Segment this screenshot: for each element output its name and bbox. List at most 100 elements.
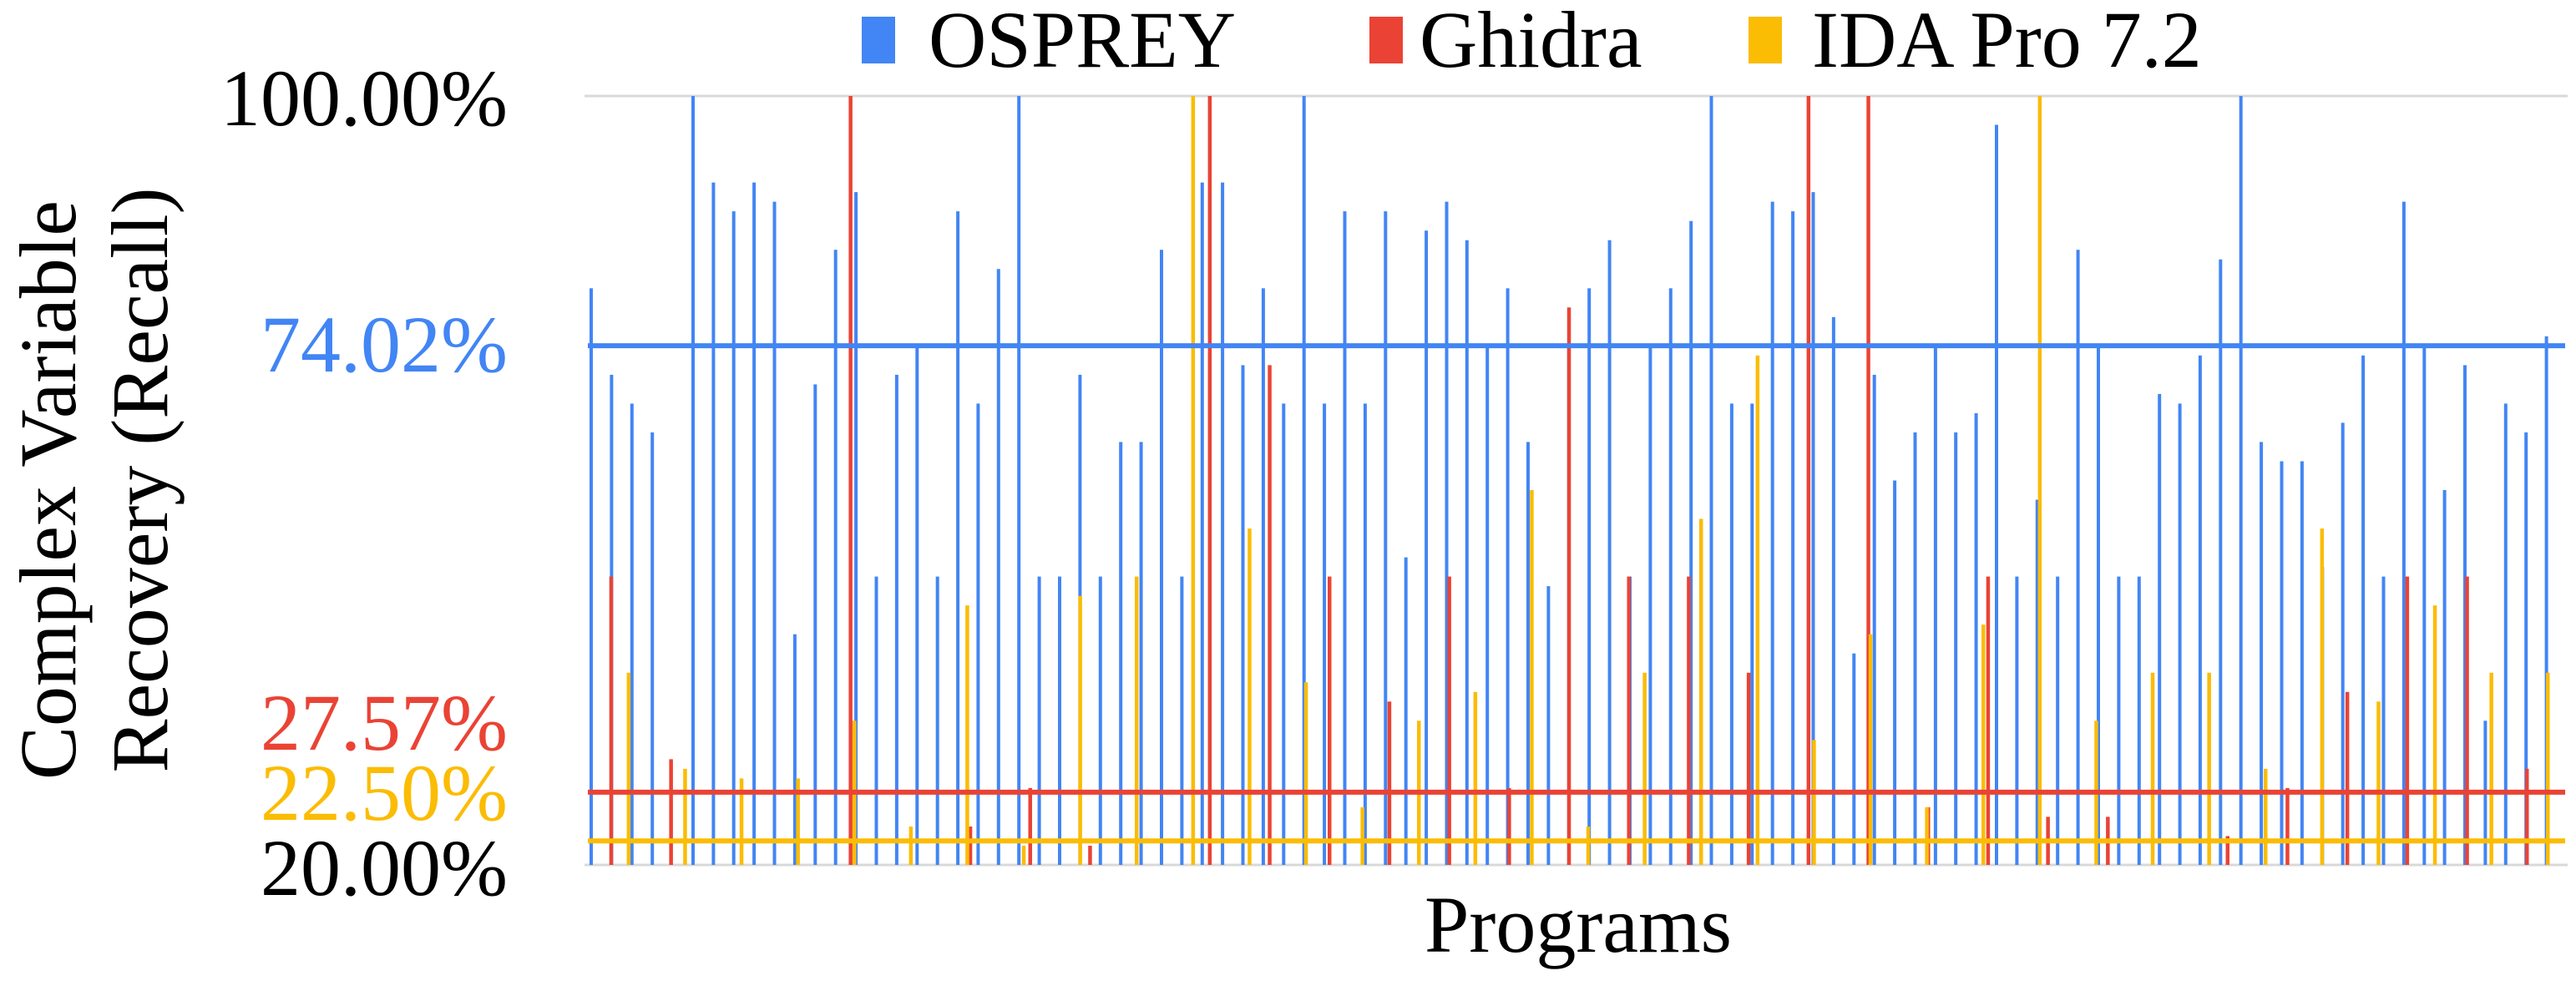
bar-osprey-60 [1811, 192, 1815, 866]
bar-osprey-11 [813, 384, 817, 865]
bar-osprey-71 [2035, 499, 2039, 865]
bar-osprey-53 [1668, 288, 1673, 866]
bar-ida-pro-7-2-6 [965, 605, 969, 865]
legend-label-osprey: OSPREY [929, 0, 1236, 84]
bar-osprey-87 [2361, 355, 2366, 865]
bar-osprey-59 [1791, 211, 1795, 866]
bar-osprey-18 [956, 211, 960, 866]
legend-label-ghidra: Ghidra [1420, 0, 1642, 84]
bar-ida-pro-7-2-8 [1078, 595, 1082, 865]
y-axis-title-line-1: Complex Variable [3, 200, 93, 780]
bar-osprey-84 [2300, 461, 2304, 865]
bar-osprey-19 [976, 403, 980, 865]
bar-ghidra-19 [1746, 672, 1751, 866]
bar-osprey-2 [630, 403, 634, 865]
bar-osprey-27 [1139, 442, 1143, 865]
bar-osprey-9 [772, 201, 777, 866]
bar-osprey-0 [590, 288, 593, 866]
bar-osprey-73 [2076, 250, 2080, 865]
bar-ida-pro-7-2-31 [2376, 701, 2381, 865]
bar-osprey-23 [1058, 576, 1061, 865]
bar-osprey-61 [1831, 316, 1835, 865]
bar-ida-pro-7-2-28 [2207, 672, 2211, 866]
bar-osprey-49 [1587, 288, 1592, 866]
bar-osprey-81 [2239, 96, 2243, 865]
bar-ghidra-15 [1507, 787, 1511, 865]
x-axis-title: Programs [1425, 880, 1732, 969]
bar-osprey-63 [1872, 374, 1876, 865]
bar-ida-pro-7-2-18 [1642, 672, 1647, 866]
bar-osprey-21 [1017, 96, 1021, 865]
bar-ida-pro-7-2-17 [1586, 827, 1591, 865]
bar-osprey-30 [1200, 182, 1204, 866]
bar-osprey-75 [2117, 576, 2121, 865]
bar-osprey-43 [1465, 240, 1469, 865]
bar-osprey-65 [1913, 432, 1917, 865]
bar-ghidra-10 [1207, 96, 1212, 865]
bar-ghidra-30 [2405, 576, 2410, 865]
bar-osprey-7 [731, 211, 736, 866]
bar-ghidra-7 [1028, 787, 1032, 865]
bar-osprey-92 [2463, 365, 2467, 865]
bar-ghidra-4 [848, 96, 853, 865]
bar-osprey-90 [2422, 346, 2427, 865]
bar-ghidra-14 [1447, 576, 1451, 865]
bar-osprey-41 [1425, 230, 1429, 865]
bar-ghidra-17 [1627, 576, 1631, 865]
bar-ghidra-32 [2525, 768, 2529, 865]
bar-ida-pro-7-2-1 [683, 768, 687, 865]
bar-ghidra-16 [1566, 307, 1571, 865]
bar-osprey-58 [1770, 201, 1774, 866]
bar-ghidra-13 [1387, 701, 1392, 865]
y-axis-title: Complex Variable Recovery (Recall) [3, 180, 185, 780]
bar-osprey-56 [1729, 403, 1733, 865]
bar-osprey-79 [2198, 355, 2202, 865]
bar-osprey-28 [1160, 250, 1163, 865]
bar-osprey-17 [935, 576, 939, 865]
bar-osprey-86 [2341, 422, 2345, 865]
y-tick-label-top: 100.00% [220, 53, 508, 143]
bar-ida-pro-7-2-2 [739, 778, 744, 865]
bar-osprey-76 [2137, 576, 2141, 865]
bar-osprey-38 [1363, 403, 1367, 865]
bar-ghidra-11 [1268, 365, 1272, 865]
bar-osprey-44 [1485, 346, 1490, 865]
bar-osprey-40 [1404, 557, 1408, 865]
ref-label-ghidra: 27.57% [261, 678, 508, 767]
bar-osprey-95 [2524, 432, 2528, 865]
bar-ida-pro-7-2-13 [1360, 806, 1364, 865]
bar-osprey-89 [2401, 201, 2406, 866]
bar-osprey-68 [1974, 412, 1978, 865]
bar-osprey-72 [2056, 576, 2060, 865]
bar-osprey-91 [2442, 490, 2447, 865]
bar-ida-pro-7-2-12 [1303, 682, 1308, 865]
bar-osprey-13 [854, 192, 858, 866]
y-axis-title-line-2: Recovery (Recall) [95, 188, 185, 773]
bar-osprey-25 [1098, 576, 1102, 865]
bar-osprey-6 [711, 182, 716, 866]
bar-ida-pro-7-2-29 [2264, 768, 2268, 865]
bar-osprey-45 [1506, 288, 1510, 866]
bar-osprey-46 [1526, 442, 1530, 865]
bar-ida-pro-7-2-22 [1868, 634, 1873, 865]
bar-osprey-33 [1261, 288, 1265, 866]
bar-osprey-57 [1750, 403, 1754, 865]
legend-label-ida: IDA Pro 7.2 [1812, 0, 2202, 84]
bar-osprey-94 [2503, 403, 2508, 865]
bar-osprey-52 [1648, 346, 1652, 865]
bar-osprey-55 [1709, 96, 1713, 865]
bar-osprey-64 [1893, 480, 1897, 865]
bar-osprey-3 [650, 432, 655, 865]
bar-osprey-8 [752, 182, 757, 866]
ref-label-ida: 22.50% [261, 748, 508, 837]
bar-ida-pro-7-2-23 [1925, 806, 1929, 865]
bar-ghidra-6 [968, 827, 973, 865]
bar-osprey-88 [2381, 576, 2386, 865]
bar-ida-pro-7-2-21 [1812, 740, 1816, 865]
bar-osprey-54 [1689, 220, 1693, 865]
legend: OSPREY Ghidra IDA Pro 7.2 [862, 0, 2202, 84]
bar-ghidra-18 [1687, 576, 1691, 865]
bar-ida-pro-7-2-30 [2320, 528, 2325, 865]
bar-osprey-42 [1445, 201, 1449, 866]
bar-osprey-83 [2280, 461, 2284, 865]
